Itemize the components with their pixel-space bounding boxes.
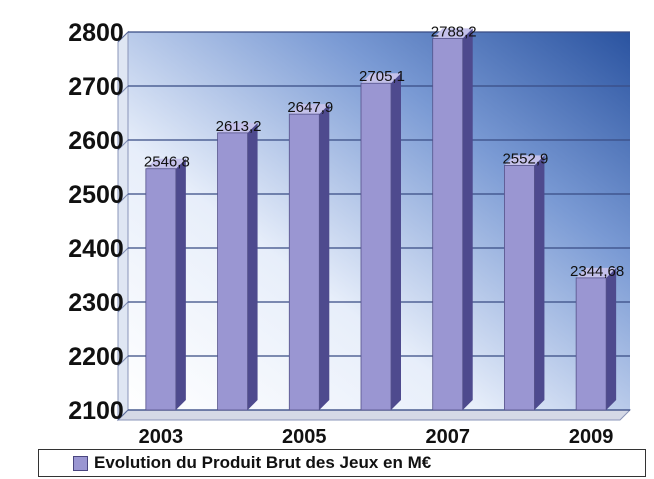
data-label: 2788,2 bbox=[431, 23, 477, 40]
legend-entry: Evolution du Produit Brut des Jeux en M€ bbox=[94, 453, 432, 472]
gridline-depth bbox=[117, 85, 129, 97]
bar-side bbox=[534, 155, 545, 410]
bar-side bbox=[175, 158, 186, 410]
bar-side bbox=[462, 28, 473, 410]
bar-2008 bbox=[504, 155, 545, 411]
bar-top bbox=[145, 158, 186, 169]
bar-front bbox=[432, 37, 464, 411]
bar-side bbox=[319, 104, 330, 410]
gridline-depth bbox=[117, 31, 129, 43]
y-tick-label: 2200 bbox=[68, 343, 124, 371]
x-tick-label: 2003 bbox=[139, 426, 184, 448]
y-tick-label: 2400 bbox=[68, 235, 124, 263]
bar-front bbox=[217, 132, 248, 411]
bar-side bbox=[391, 73, 401, 410]
bar-top bbox=[217, 122, 258, 133]
data-label: 2552,9 bbox=[502, 150, 548, 167]
bar-top bbox=[361, 73, 401, 84]
x-tick-label: 2009 bbox=[569, 426, 614, 448]
bar-front bbox=[360, 82, 392, 411]
gridline-depth bbox=[117, 301, 129, 313]
y-tick-label: 2800 bbox=[68, 19, 124, 47]
gridline-depth bbox=[117, 139, 129, 151]
gridline-depth bbox=[117, 409, 129, 421]
x-tick-label: 2007 bbox=[425, 426, 470, 448]
data-label: 2344,68 bbox=[570, 263, 624, 280]
data-label: 2546,8 bbox=[144, 154, 190, 171]
bar-front bbox=[145, 168, 177, 411]
legend: Evolution du Produit Brut des Jeux en M€ bbox=[38, 449, 646, 477]
bar-front bbox=[288, 113, 320, 411]
gridline-depth bbox=[117, 247, 129, 259]
gridline-depth bbox=[117, 193, 129, 205]
data-label: 2613,2 bbox=[216, 118, 262, 135]
bar-top bbox=[432, 28, 473, 39]
y-tick-label: 2600 bbox=[68, 127, 124, 155]
y-tick-label: 2700 bbox=[68, 73, 124, 101]
x-tick-label: 2005 bbox=[282, 426, 327, 448]
data-label: 2647,9 bbox=[287, 99, 333, 116]
bar-2005 bbox=[288, 104, 330, 411]
bar-2003 bbox=[145, 158, 186, 411]
bar-top bbox=[504, 155, 545, 166]
data-label: 2705,1 bbox=[359, 68, 405, 85]
gridline-depth bbox=[117, 355, 129, 367]
data-labels: 2546,8 2613,2 2647,9 2705,1 2788,2 2552,9 2344… bbox=[144, 23, 624, 280]
bar-top bbox=[576, 267, 617, 278]
bar-side bbox=[247, 122, 258, 410]
y-tick-label: 2500 bbox=[68, 181, 124, 209]
bar-front bbox=[575, 277, 607, 411]
bar-front bbox=[504, 165, 535, 411]
y-tick-label: 2100 bbox=[68, 397, 124, 425]
bar-2004 bbox=[217, 122, 258, 411]
bar-2006 bbox=[360, 73, 401, 411]
bar-series bbox=[145, 28, 617, 411]
floor bbox=[116, 409, 632, 421]
y-axis-ticks: 2800 2700 2600 2500 2400 2300 2200 2100 bbox=[68, 19, 124, 425]
bar-side bbox=[606, 267, 617, 410]
bar-top bbox=[289, 104, 330, 115]
legend-swatch bbox=[73, 455, 88, 471]
bar-2007 bbox=[432, 28, 473, 411]
y-tick-label: 2300 bbox=[68, 289, 124, 317]
bar-2009 bbox=[575, 267, 617, 411]
x-axis-ticks: 2003 2005 2007 2009 bbox=[139, 426, 614, 448]
